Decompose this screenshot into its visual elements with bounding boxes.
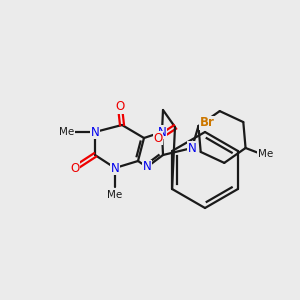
Text: Me: Me [258,149,273,159]
Text: N: N [188,142,196,154]
Text: N: N [142,160,152,173]
Text: N: N [111,161,119,175]
Text: N: N [158,125,166,139]
Text: O: O [70,161,80,175]
Text: N: N [91,125,99,139]
Text: O: O [153,131,163,145]
Text: Br: Br [200,116,214,130]
Text: Me: Me [107,190,123,200]
Text: O: O [116,100,124,113]
Text: Me: Me [59,127,75,137]
